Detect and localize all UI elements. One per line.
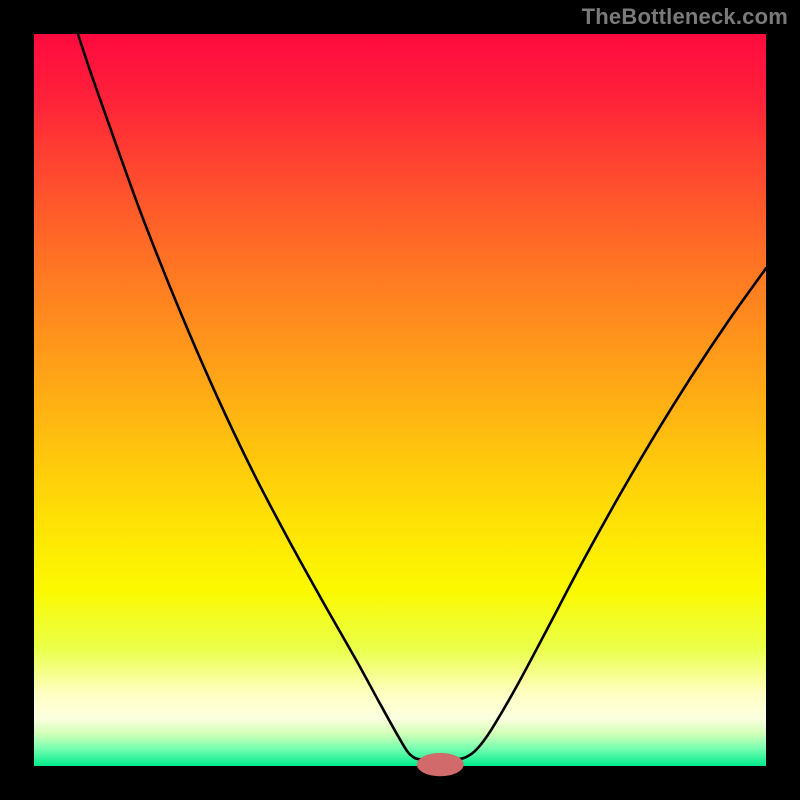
optimal-marker: [417, 753, 464, 776]
bottleneck-chart: [0, 0, 800, 800]
watermark-text: TheBottleneck.com: [582, 4, 788, 30]
plot-gradient-background: [34, 34, 766, 766]
